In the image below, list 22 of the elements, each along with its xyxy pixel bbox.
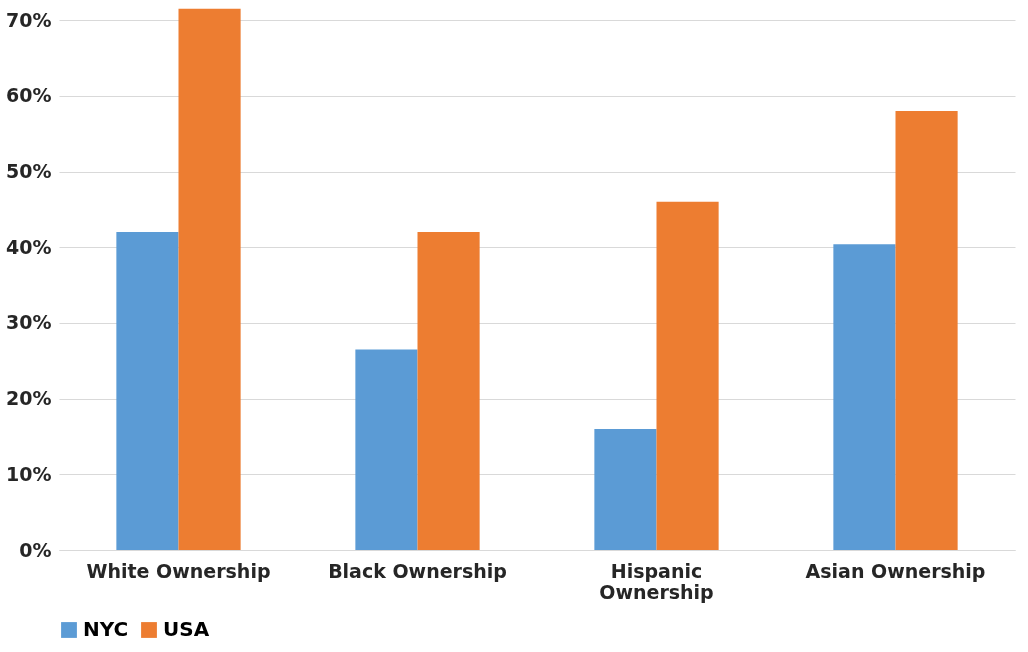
bar bbox=[594, 428, 657, 550]
x-tick-label: Black Ownership bbox=[328, 559, 507, 582]
y-tick-label: 70% bbox=[6, 8, 52, 31]
bar bbox=[417, 232, 480, 550]
y-tick-label: 60% bbox=[6, 84, 52, 107]
y-tick-label: 30% bbox=[6, 311, 52, 334]
y-tick-label: 40% bbox=[6, 235, 52, 258]
y-tick-label: 0% bbox=[19, 538, 52, 561]
x-tick-label: White Ownership bbox=[86, 559, 271, 582]
bar bbox=[895, 110, 958, 550]
bar bbox=[656, 201, 719, 550]
y-tick-label: 50% bbox=[6, 160, 52, 183]
legend-label: USA bbox=[163, 617, 210, 641]
legend-label: NYC bbox=[83, 617, 129, 641]
y-tick-label: 20% bbox=[6, 387, 52, 410]
bar bbox=[833, 244, 896, 550]
x-tick-label: Hispanic Ownership bbox=[599, 559, 714, 603]
bar bbox=[178, 8, 241, 550]
bar bbox=[355, 349, 418, 550]
y-tick-label: 10% bbox=[6, 462, 52, 485]
x-tick-label: Asian Ownership bbox=[805, 559, 986, 582]
bar bbox=[116, 232, 179, 550]
